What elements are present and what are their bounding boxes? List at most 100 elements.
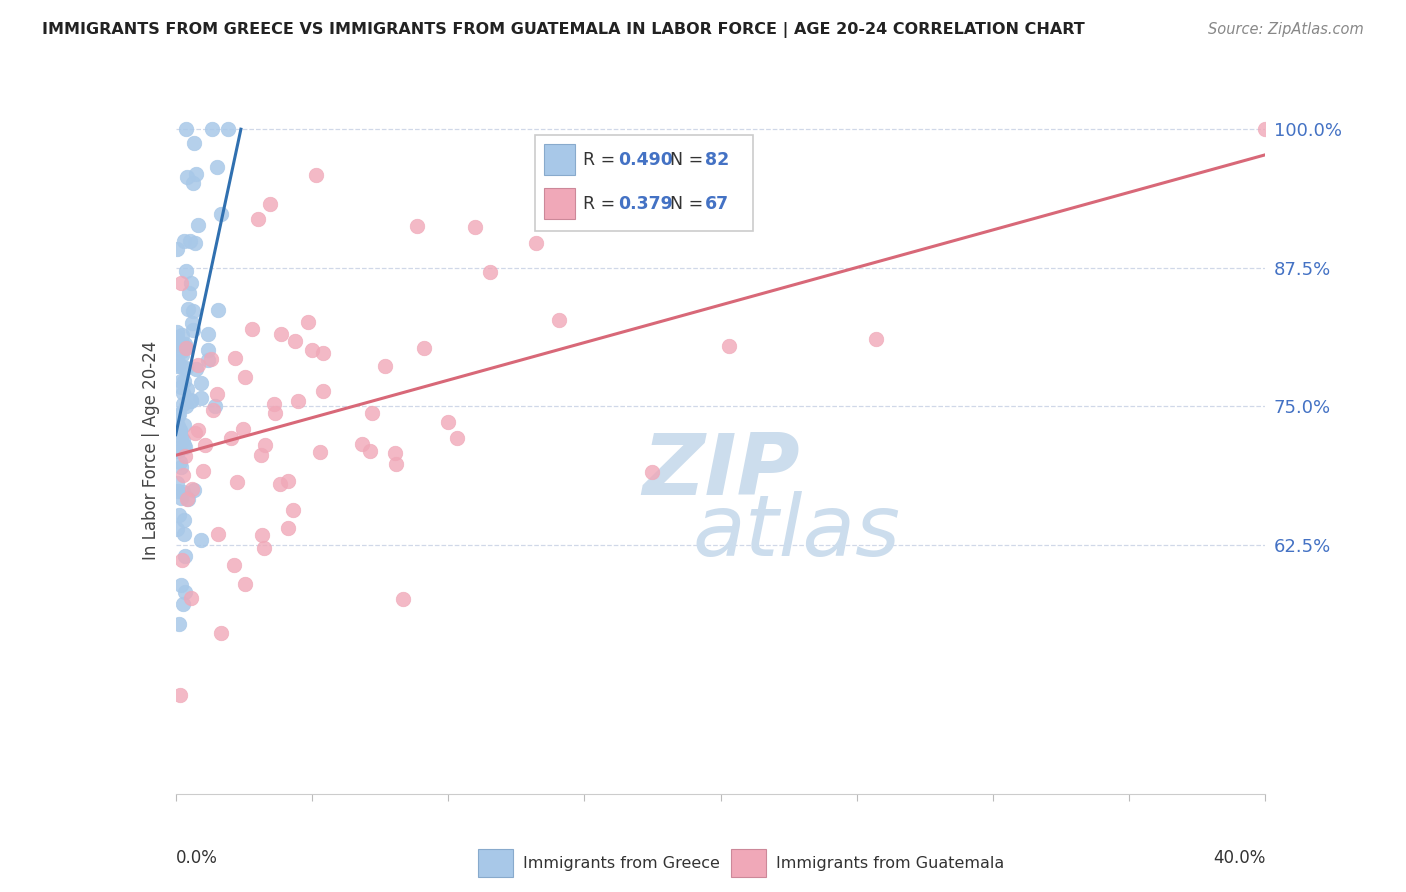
Point xyxy=(437,416,460,430)
Point xyxy=(166,325,188,339)
Point xyxy=(205,387,228,401)
Point xyxy=(209,625,232,640)
Text: R =: R = xyxy=(583,151,621,169)
Point xyxy=(253,541,276,555)
Point xyxy=(305,168,328,182)
Point xyxy=(232,422,254,436)
Point xyxy=(207,526,229,541)
Point xyxy=(170,553,193,567)
Point xyxy=(384,457,406,471)
Point xyxy=(312,384,335,398)
Point xyxy=(169,455,191,469)
Point xyxy=(270,326,292,341)
Text: atlas: atlas xyxy=(693,491,901,574)
Point xyxy=(547,313,569,327)
Point xyxy=(446,431,468,445)
Point xyxy=(200,352,222,367)
Point xyxy=(264,406,287,420)
FancyBboxPatch shape xyxy=(731,849,766,877)
Point xyxy=(172,468,194,483)
Point xyxy=(167,508,190,522)
FancyBboxPatch shape xyxy=(536,135,754,231)
Point xyxy=(180,482,202,496)
Point xyxy=(184,167,207,181)
Point xyxy=(524,236,547,251)
Text: 40.0%: 40.0% xyxy=(1213,849,1265,867)
Point xyxy=(233,370,256,384)
Point xyxy=(170,430,193,444)
Point xyxy=(169,423,191,437)
Point xyxy=(170,380,193,394)
Point xyxy=(181,316,204,330)
Point xyxy=(172,433,194,447)
Point xyxy=(250,448,273,462)
Point xyxy=(170,327,193,342)
Text: Immigrants from Guatemala: Immigrants from Guatemala xyxy=(776,855,1004,871)
Text: IMMIGRANTS FROM GREECE VS IMMIGRANTS FROM GUATEMALA IN LABOR FORCE | AGE 20-24 C: IMMIGRANTS FROM GREECE VS IMMIGRANTS FRO… xyxy=(42,22,1085,38)
Point xyxy=(197,326,219,341)
Point xyxy=(194,438,217,452)
Point xyxy=(173,549,195,563)
Point xyxy=(169,688,191,702)
Point xyxy=(224,351,246,365)
Point xyxy=(170,491,193,505)
Point xyxy=(166,355,188,369)
Point xyxy=(166,475,188,490)
Point xyxy=(183,483,205,497)
Point xyxy=(172,347,194,361)
Point xyxy=(204,400,226,414)
Text: N =: N = xyxy=(671,151,709,169)
Point xyxy=(263,397,285,411)
Point xyxy=(173,449,195,463)
Point xyxy=(170,276,193,290)
Point xyxy=(179,286,201,301)
Point xyxy=(172,343,194,358)
Point xyxy=(190,376,212,391)
Point xyxy=(308,445,330,459)
Point xyxy=(187,358,209,372)
Point xyxy=(297,315,319,329)
Point xyxy=(169,577,191,591)
Point xyxy=(181,177,204,191)
Point xyxy=(235,577,257,591)
Point xyxy=(170,337,193,351)
Point xyxy=(277,475,299,489)
Point xyxy=(717,338,740,352)
Point xyxy=(207,303,229,318)
Point xyxy=(174,336,197,351)
Point xyxy=(166,444,188,458)
Point xyxy=(166,522,188,536)
Point xyxy=(172,485,194,500)
Point xyxy=(374,359,396,373)
Point xyxy=(176,382,198,396)
Point xyxy=(190,392,212,406)
Point xyxy=(166,242,188,256)
Point xyxy=(478,265,501,279)
Text: 0.490: 0.490 xyxy=(619,151,673,169)
Y-axis label: In Labor Force | Age 20-24: In Labor Force | Age 20-24 xyxy=(142,341,160,560)
Point xyxy=(217,122,239,136)
Point xyxy=(180,393,202,408)
Point xyxy=(177,491,200,506)
FancyBboxPatch shape xyxy=(478,849,513,877)
Point xyxy=(184,425,207,440)
Point xyxy=(284,334,307,348)
Point xyxy=(173,513,195,527)
Point xyxy=(180,393,202,408)
Point xyxy=(201,122,224,136)
Point xyxy=(269,477,291,491)
Point xyxy=(226,475,249,489)
Text: 0.379: 0.379 xyxy=(619,194,673,213)
Point xyxy=(181,323,204,337)
Point xyxy=(1254,122,1277,136)
Point xyxy=(169,425,191,439)
Point xyxy=(187,219,209,233)
Point xyxy=(173,374,195,388)
Point xyxy=(202,403,225,417)
Point xyxy=(350,437,373,451)
Point xyxy=(174,122,197,136)
Point xyxy=(170,375,193,389)
Point xyxy=(180,591,202,605)
Point xyxy=(406,219,429,233)
Point xyxy=(173,339,195,353)
